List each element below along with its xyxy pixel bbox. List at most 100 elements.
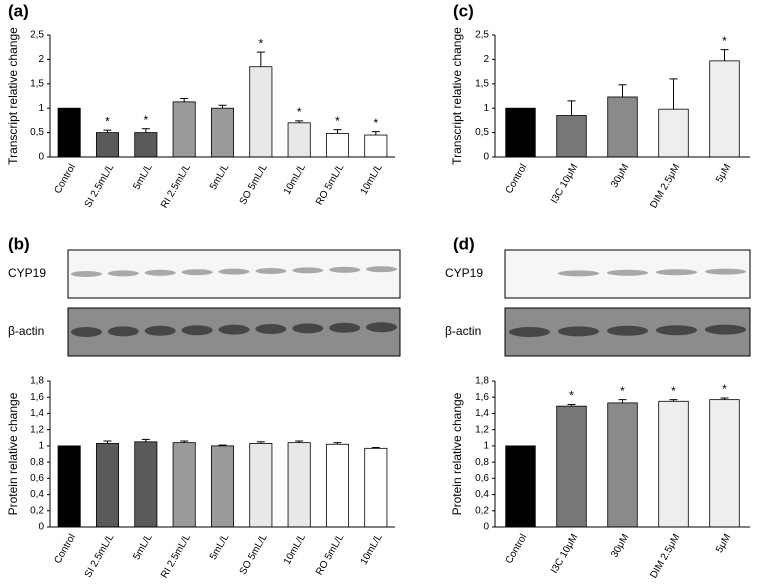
blot-band [557, 326, 600, 337]
significance-star: * [258, 36, 263, 50]
y-tick-label: 1,4 [30, 408, 44, 419]
blot-band [181, 325, 213, 336]
bar [210, 107, 235, 158]
y-tick-label: 1,5 [475, 78, 489, 89]
y-tick-label: 1,2 [475, 424, 489, 435]
blot-label: CYP19 [445, 266, 483, 280]
blot-band [655, 269, 698, 276]
y-tick-label: 0,8 [475, 457, 489, 468]
x-tick-label: 10mL/L [359, 532, 385, 567]
significance-star: * [373, 116, 378, 130]
bar [607, 402, 638, 528]
x-tick-label: 30μM [609, 162, 631, 189]
x-tick-label: I3C 10μM [549, 162, 580, 205]
y-tick-label: 1,8 [475, 376, 489, 387]
blot-band [107, 270, 139, 277]
y-tick-label: 0,6 [475, 473, 489, 484]
error-bar [567, 404, 576, 407]
x-tick-label: 30μM [609, 532, 631, 559]
error-bar [180, 440, 189, 443]
y-tick-label: 1,2 [30, 424, 44, 435]
bar [556, 405, 587, 528]
y-tick-label: 2 [483, 54, 489, 65]
blot-band [255, 324, 287, 334]
blot-band [218, 268, 250, 275]
error-bar [141, 438, 150, 442]
blot-band [606, 325, 649, 336]
y-tick-label: 1 [483, 441, 489, 452]
blot-band [557, 270, 600, 277]
y-tick-label: 0,5 [475, 127, 489, 138]
x-tick-label: 5mL/L [208, 162, 232, 192]
blot-band [70, 327, 102, 337]
error-bar [371, 447, 380, 449]
bar [364, 134, 388, 158]
error-bar [567, 100, 576, 116]
error-bar [720, 49, 729, 61]
error-bar [218, 444, 227, 446]
bar [505, 445, 536, 528]
error-bar [371, 131, 380, 136]
x-tick-label: SI 2.5mL/L [83, 532, 117, 580]
significance-star: * [722, 382, 727, 396]
bar [709, 399, 740, 528]
x-tick-label: RI 2.5mL/L [159, 162, 193, 210]
error-bar [333, 442, 342, 445]
y-tick-label: 1,5 [30, 78, 44, 89]
y-axis-label: Protein relative change [450, 392, 464, 515]
blot-band [292, 267, 324, 274]
blot-band [218, 324, 250, 335]
significance-star: * [105, 114, 110, 128]
y-tick-label: 2 [38, 54, 44, 65]
bar [658, 400, 689, 528]
x-tick-label: Control [504, 532, 530, 565]
y-tick-label: 0 [38, 152, 44, 163]
blot-band [144, 325, 176, 336]
bar [325, 443, 350, 528]
bar [709, 60, 740, 158]
y-axis-label: Transcript relative change [450, 27, 464, 165]
bar [134, 132, 158, 158]
y-tick-label: 1,8 [30, 376, 44, 387]
x-tick-label: 5mL/L [131, 532, 155, 562]
bar [172, 101, 196, 158]
y-axis-label: Transcript relative change [6, 27, 20, 165]
blot-band [366, 322, 398, 333]
blot-label: β-actin [445, 324, 481, 338]
blot-band [292, 323, 324, 334]
blot-band [181, 269, 213, 276]
error-bar [295, 440, 304, 443]
x-tick-label: RI 2.5mL/L [159, 532, 193, 580]
y-tick-label: 1,6 [30, 392, 44, 403]
significance-star: * [297, 105, 302, 119]
blot-band [329, 266, 361, 273]
y-tick-label: 0 [483, 522, 489, 533]
panel-label: (a) [8, 1, 29, 20]
error-bar [333, 129, 342, 134]
significance-star: * [569, 389, 574, 403]
y-tick-label: 0,8 [30, 457, 44, 468]
error-bar [618, 399, 627, 403]
blot-band [655, 325, 698, 336]
y-tick-label: 0,5 [30, 127, 44, 138]
y-tick-label: 1 [38, 441, 44, 452]
y-tick-label: 2,5 [475, 30, 489, 41]
blot-band [704, 324, 747, 335]
bar [249, 66, 273, 158]
y-axis-label: Protein relative change [6, 392, 20, 515]
x-tick-label: DIM 2.5μM [648, 532, 682, 580]
bar [658, 108, 689, 158]
bar [287, 442, 311, 528]
bar [57, 445, 81, 528]
error-bar [618, 84, 627, 97]
bar [134, 441, 158, 528]
y-tick-label: 1,4 [475, 408, 489, 419]
y-tick-label: 1 [38, 103, 44, 114]
x-tick-label: RO 5mL/L [314, 532, 347, 577]
error-bar [218, 104, 227, 109]
panel-label: (d) [453, 234, 475, 253]
error-bar [180, 97, 189, 102]
bar [325, 133, 350, 158]
x-tick-label: RO 5mL/L [314, 162, 347, 207]
significance-star: * [143, 113, 148, 127]
